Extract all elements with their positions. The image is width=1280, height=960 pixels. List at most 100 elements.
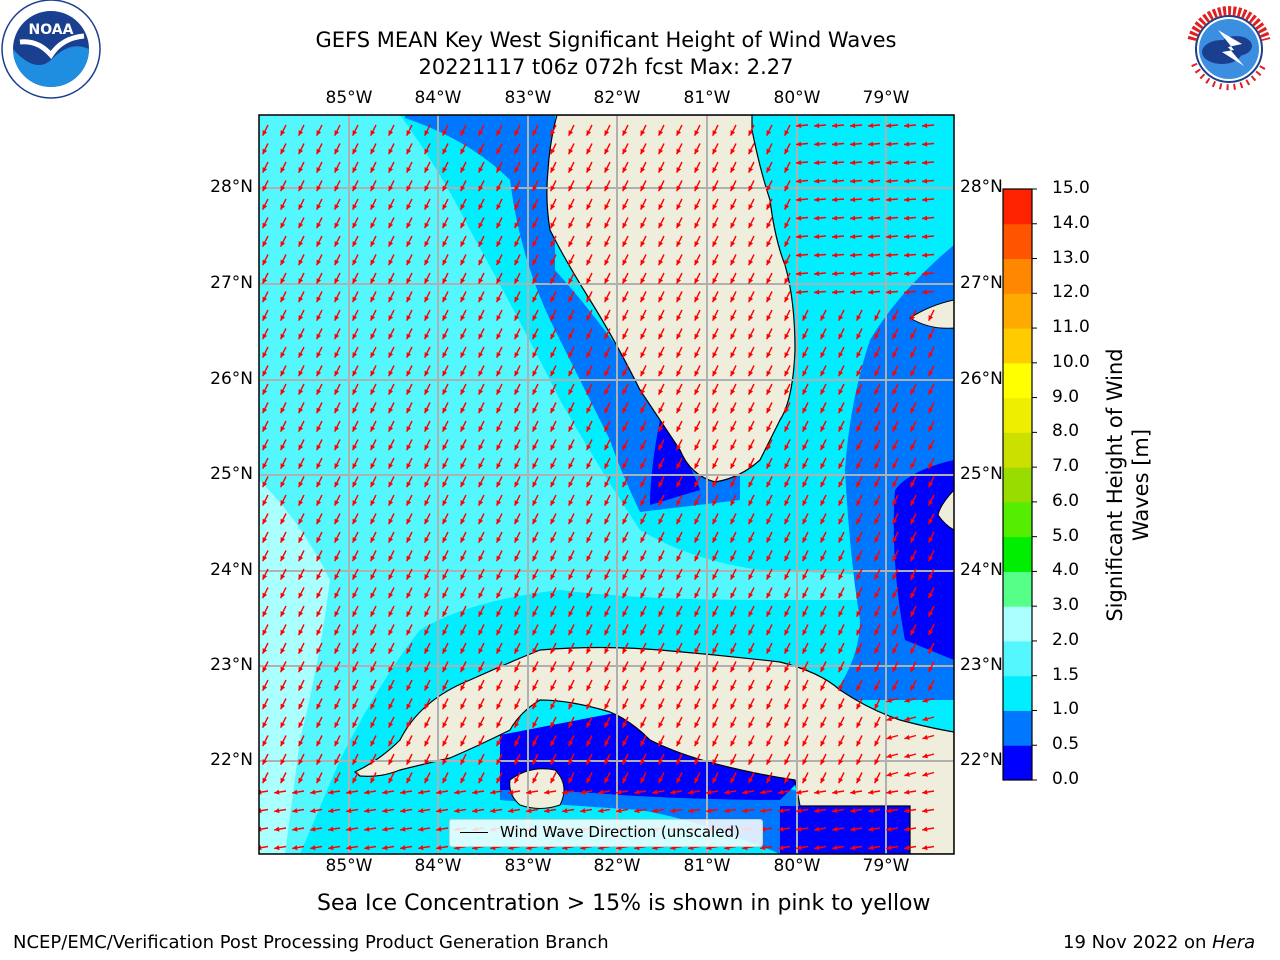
wind-arrow-head bbox=[460, 703, 466, 710]
wind-arrow-head bbox=[730, 241, 736, 247]
wind-arrow-head bbox=[406, 592, 412, 599]
wind-arrow-head bbox=[460, 555, 466, 562]
lat-label-left: 24°N bbox=[210, 560, 253, 580]
wind-arrow-head bbox=[874, 666, 880, 673]
wind-arrow-head bbox=[514, 759, 520, 765]
wind-arrow-head bbox=[364, 789, 370, 795]
wind-arrow-head bbox=[298, 481, 304, 488]
wind-arrow-head bbox=[640, 740, 646, 747]
lon-label-top: 84°W bbox=[414, 88, 462, 108]
wind-arrow-head bbox=[352, 241, 358, 247]
wind-arrow-head bbox=[892, 666, 898, 673]
wind-arrow-head bbox=[622, 130, 628, 136]
wind-arrow-head bbox=[886, 734, 892, 740]
wind-arrow-head bbox=[820, 518, 826, 525]
wind-arrow-head bbox=[280, 685, 286, 691]
wind-arrow-head bbox=[640, 222, 646, 229]
wind-arrow-head bbox=[514, 241, 520, 247]
wind-arrow-head bbox=[424, 259, 430, 266]
wind-arrow-head bbox=[388, 463, 394, 469]
wind-arrow-head bbox=[886, 753, 892, 759]
wind-arrow-head bbox=[886, 197, 892, 203]
wind-arrow bbox=[259, 808, 269, 812]
wind-arrow-head bbox=[280, 574, 286, 580]
wind-arrow-head bbox=[478, 463, 484, 469]
wind-arrow-head bbox=[850, 271, 856, 277]
wind-arrow-head bbox=[424, 204, 430, 210]
wind-arrow-head bbox=[874, 555, 880, 562]
wind-arrow-head bbox=[388, 518, 394, 525]
wind-arrow-head bbox=[802, 389, 808, 395]
wind-arrow-head bbox=[640, 370, 646, 377]
wind-arrow-head bbox=[928, 315, 934, 321]
wind-arrow-head bbox=[454, 789, 460, 795]
wind-arrow-head bbox=[796, 826, 802, 832]
wind-arrow-head bbox=[262, 463, 268, 469]
wind-arrow-head bbox=[406, 740, 412, 747]
wind-arrow-head bbox=[766, 592, 772, 599]
wind-arrow-head bbox=[814, 215, 820, 221]
wind-arrow-head bbox=[868, 826, 874, 832]
wind-arrow-head bbox=[838, 777, 844, 784]
wind-arrow-head bbox=[868, 808, 874, 814]
wind-arrow-head bbox=[640, 444, 646, 451]
wind-arrow-head bbox=[676, 185, 682, 192]
wind-arrow-head bbox=[400, 789, 406, 795]
wind-arrow-head bbox=[604, 722, 610, 728]
wind-arrow-head bbox=[724, 808, 730, 814]
wind-arrow-head bbox=[334, 685, 340, 691]
wind-arrow-head bbox=[838, 759, 844, 765]
wind-arrow-head bbox=[496, 130, 502, 136]
wind-arrow-head bbox=[442, 204, 448, 210]
wind-arrow-head bbox=[850, 234, 856, 240]
wind-arrow-head bbox=[316, 481, 322, 488]
wind-arrow-head bbox=[838, 722, 844, 728]
wind-arrow-head bbox=[424, 611, 430, 617]
wind-arrow-head bbox=[424, 167, 430, 173]
wind-arrow-head bbox=[694, 444, 700, 451]
wind-arrow-head bbox=[532, 278, 538, 284]
wind-arrow-head bbox=[352, 259, 358, 266]
wind-arrow-head bbox=[784, 130, 790, 136]
wind-arrow-head bbox=[850, 252, 856, 258]
wind-arrow-head bbox=[460, 666, 466, 673]
wind-arrow-head bbox=[550, 722, 556, 728]
wind-arrow-head bbox=[640, 703, 646, 710]
wind-arrow-head bbox=[334, 611, 340, 617]
wind-arrow-head bbox=[406, 537, 412, 543]
wind-arrow-head bbox=[442, 296, 448, 303]
wind-arrow-head bbox=[532, 777, 538, 784]
wind-arrow-head bbox=[910, 537, 916, 543]
colorbar-tick-label: 13.0 bbox=[1052, 247, 1090, 268]
wind-arrow-head bbox=[922, 845, 928, 851]
wind-arrow-head bbox=[604, 592, 610, 599]
wind-arrow-head bbox=[820, 759, 826, 765]
wind-arrow-head bbox=[694, 278, 700, 284]
wind-arrow-head bbox=[712, 444, 718, 451]
wind-arrow-head bbox=[856, 444, 862, 451]
wind-arrow-head bbox=[766, 370, 772, 377]
wind-arrow-head bbox=[748, 481, 754, 488]
wind-arrow-head bbox=[832, 123, 838, 129]
colorbar-tick-label: 5.0 bbox=[1052, 525, 1080, 546]
wind-arrow-head bbox=[838, 592, 844, 599]
wind-arrow-head bbox=[784, 555, 790, 562]
wind-arrow-head bbox=[838, 463, 844, 469]
wind-arrow-head bbox=[586, 777, 592, 784]
wind-arrow-head bbox=[424, 222, 430, 229]
wind-arrow-head bbox=[802, 407, 808, 414]
wind-arrow-head bbox=[262, 278, 268, 284]
wind-arrow-head bbox=[262, 722, 268, 728]
wind-arrow-head bbox=[478, 407, 484, 414]
map-frame bbox=[258, 114, 955, 855]
wind-arrow-head bbox=[748, 278, 754, 284]
wind-arrow-head bbox=[370, 574, 376, 580]
wind-arrow-head bbox=[694, 555, 700, 562]
wind-arrow-head bbox=[910, 407, 916, 414]
wind-arrow-head bbox=[922, 734, 928, 740]
wind-arrow-head bbox=[838, 611, 844, 617]
wind-arrow-head bbox=[550, 574, 556, 580]
wind-arrow-head bbox=[262, 574, 268, 580]
wind-arrow-head bbox=[622, 555, 628, 562]
wind-arrow-head bbox=[658, 759, 664, 765]
